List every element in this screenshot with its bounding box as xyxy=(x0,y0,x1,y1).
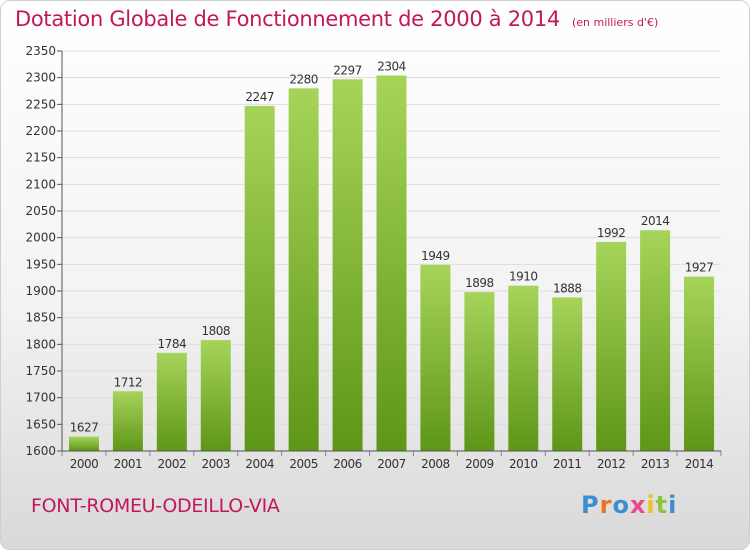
bar xyxy=(420,264,451,451)
bar-value-label: 1910 xyxy=(509,270,538,284)
bar xyxy=(112,391,143,451)
bar-value-label: 1627 xyxy=(70,421,99,435)
bar xyxy=(244,105,275,451)
logo-letter: P xyxy=(581,491,600,519)
x-tick-label: 2006 xyxy=(333,457,362,471)
bar-value-label: 1927 xyxy=(685,261,714,275)
bar-value-label: 2014 xyxy=(641,214,670,228)
bar-value-label: 1898 xyxy=(465,276,494,290)
bar xyxy=(376,75,407,452)
x-tick-label: 2008 xyxy=(421,457,450,471)
bar-value-label: 1712 xyxy=(114,375,143,389)
bar xyxy=(288,88,319,451)
chart-title: Dotation Globale de Fonctionnement de 20… xyxy=(15,7,658,31)
x-tick-label: 2003 xyxy=(201,457,230,471)
bar-value-label: 2247 xyxy=(245,90,274,104)
bar xyxy=(156,352,187,451)
logo-letter: o xyxy=(612,491,630,519)
bar-value-label: 1784 xyxy=(158,337,187,351)
x-tick-label: 2014 xyxy=(685,457,714,471)
y-tick-label: 1800 xyxy=(25,337,56,351)
y-tick-label: 1700 xyxy=(25,391,56,405)
y-tick-label: 1950 xyxy=(25,257,56,271)
x-tick-label: 2004 xyxy=(245,457,274,471)
y-tick-label: 2350 xyxy=(25,44,56,58)
bar-value-label: 2297 xyxy=(333,63,362,77)
x-tick-label: 2007 xyxy=(377,457,406,471)
y-tick-label: 1600 xyxy=(25,444,56,458)
x-tick-label: 2002 xyxy=(158,457,187,471)
axes: 1600 1650 1700 1750 1800 1850 1900 1950 2000 2050… xyxy=(25,44,722,471)
y-tick-label: 1650 xyxy=(25,417,56,431)
bar-value-label: 1949 xyxy=(421,249,450,263)
proxiti-logo: Proxiti xyxy=(581,491,677,519)
logo-letter: r xyxy=(599,491,613,519)
bar xyxy=(684,276,715,451)
logo-letter: t xyxy=(655,491,669,519)
bar-value-label: 2304 xyxy=(377,60,406,74)
y-tick-label: 2150 xyxy=(25,151,56,165)
y-tick-label: 2200 xyxy=(25,124,56,138)
x-tick-label: 2000 xyxy=(70,457,99,471)
y-tick-label: 2300 xyxy=(25,71,56,85)
x-tick-label: 2001 xyxy=(114,457,143,471)
bar xyxy=(68,436,99,451)
bars: 1627 1712 1784 1808 2247 2280 2297 2304 1949 1898… xyxy=(68,60,715,452)
bar-value-label: 1888 xyxy=(553,281,582,295)
logo-letter: i xyxy=(646,491,656,519)
y-tick-label: 1850 xyxy=(25,311,56,325)
x-tick-label: 2009 xyxy=(465,457,494,471)
y-tick-label: 1750 xyxy=(25,364,56,378)
title-main: Dotation Globale de Fonctionnement de 20… xyxy=(15,7,560,31)
y-tick-label: 2250 xyxy=(25,97,56,111)
bar xyxy=(332,79,363,452)
logo-letter: x xyxy=(629,491,647,519)
x-tick-label: 2011 xyxy=(553,457,582,471)
x-tick-label: 2010 xyxy=(509,457,538,471)
x-tick-label: 2005 xyxy=(289,457,318,471)
y-tick-label: 2050 xyxy=(25,204,56,218)
bar xyxy=(552,297,583,451)
title-subtitle: (en milliers d'€) xyxy=(571,16,659,29)
x-tick-label: 2012 xyxy=(597,457,626,471)
bar-value-label: 1992 xyxy=(597,226,626,240)
bar xyxy=(640,230,671,451)
logo-letter: i xyxy=(668,491,678,519)
y-tick-label: 2000 xyxy=(25,231,56,245)
y-tick-label: 1900 xyxy=(25,284,56,298)
bar xyxy=(596,241,627,451)
bar-value-label: 2280 xyxy=(289,72,318,86)
x-tick-label: 2013 xyxy=(641,457,670,471)
y-tick-label: 2100 xyxy=(25,177,56,191)
bar xyxy=(464,292,495,451)
bar-value-label: 1808 xyxy=(201,324,230,338)
bar xyxy=(200,340,231,451)
bar xyxy=(508,285,539,451)
commune-name: FONT-ROMEU-ODEILLO-VIA xyxy=(31,495,280,517)
